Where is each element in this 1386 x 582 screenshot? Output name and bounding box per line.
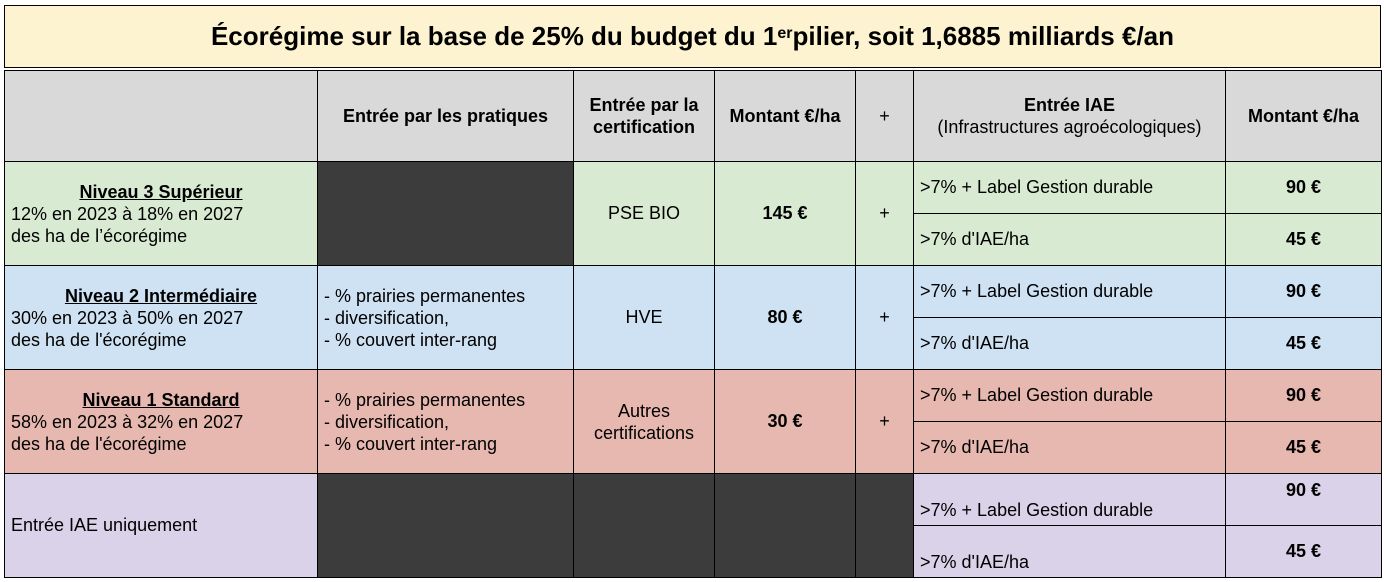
empty-cell [317, 161, 574, 266]
empty-cell [573, 473, 715, 578]
level-desc: des ha de l'écorégime [11, 329, 187, 350]
level-desc: des ha de l’écorégime [11, 225, 188, 246]
table-row-level-1-sub: >7% d'IAE/ha 45 € [5, 421, 1382, 474]
level-desc: des ha de l'écorégime [11, 433, 187, 454]
table-row-iae-only: Entrée IAE uniquement >7% + Label Gestio… [4, 473, 1382, 578]
level-name: Niveau 1 Standard [82, 389, 240, 410]
iae-option-cell: >7% d'IAE/ha [913, 317, 1226, 370]
plus-cell: + [855, 265, 914, 370]
pratique-item: - % couvert inter-rang [324, 433, 498, 454]
montant-cell: 145 € [714, 161, 856, 266]
iae-option-cell: >7% + Label Gestion durable [913, 265, 1226, 318]
pratique-item: - % prairies permanentes [324, 285, 526, 306]
certification-cell: Autres certifications [573, 369, 715, 474]
level-name: Niveau 3 Supérieur [79, 181, 243, 202]
title-superscript: er [777, 24, 793, 42]
iae-amount-cell: 90 € [1225, 369, 1382, 422]
table-row-level-1: Niveau 1 Standard 58% en 2023 à 32% en 2… [4, 369, 1382, 474]
iae-amount-cell: 90 € [1225, 473, 1382, 526]
montant-cell: 80 € [714, 265, 856, 370]
header-iae-title: Entrée IAE [1023, 95, 1116, 115]
iae-option-cell: >7% d'IAE/ha [913, 525, 1226, 578]
pratique-item: - % couvert inter-rang [324, 329, 498, 350]
iae-amount-cell: 45 € [1225, 421, 1382, 474]
header-montant-2: Montant €/ha [1225, 70, 1382, 162]
iae-amount-cell: 45 € [1225, 317, 1382, 370]
pratique-item: - % prairies permanentes [324, 389, 526, 410]
header-certification: Entrée par la certification [573, 70, 715, 162]
ecoregime-table: Entrée par les pratiques Entrée par la c… [4, 70, 1382, 578]
pratique-item: - diversification, [324, 411, 450, 432]
level-cell: Niveau 2 Intermédiaire 30% en 2023 à 50%… [4, 265, 318, 370]
table-row-iae-only-sub: >7% d'IAE/ha 45 € [5, 525, 1382, 578]
certification-cell: HVE [573, 265, 715, 370]
header-level [4, 70, 318, 162]
certification-line: Autres [617, 400, 671, 421]
plus-cell: + [855, 369, 914, 474]
header-iae-subtitle: (Infrastructures agroécologiques) [937, 117, 1202, 137]
level-desc: 12% en 2023 à 18% en 2027 [11, 203, 244, 224]
iae-amount-cell: 45 € [1225, 525, 1382, 578]
level-name: Niveau 2 Intermédiaire [64, 285, 258, 306]
iae-amount-cell: 90 € [1225, 265, 1382, 318]
table-row-level-2-sub: >7% d'IAE/ha 45 € [5, 317, 1382, 370]
empty-cell [317, 473, 574, 578]
empty-cell [714, 473, 856, 578]
table-row-level-3-sub: >7% d'IAE/ha 45 € [5, 213, 1382, 266]
table-title: Écorégime sur la base de 25% du budget d… [4, 5, 1381, 68]
table-row-level-2: Niveau 2 Intermédiaire 30% en 2023 à 50%… [4, 265, 1382, 370]
header-pratiques: Entrée par les pratiques [317, 70, 574, 162]
iae-option-cell: >7% d'IAE/ha [913, 213, 1226, 266]
plus-cell: + [855, 161, 914, 266]
pratiques-cell: - % prairies permanentes - diversificati… [317, 369, 574, 474]
iae-amount-cell: 90 € [1225, 161, 1382, 214]
level-desc: 30% en 2023 à 50% en 2027 [11, 307, 244, 328]
level-cell: Niveau 3 Supérieur 12% en 2023 à 18% en … [4, 161, 318, 266]
header-plus: + [855, 70, 914, 162]
level-cell: Niveau 1 Standard 58% en 2023 à 32% en 2… [4, 369, 318, 474]
header-montant: Montant €/ha [714, 70, 856, 162]
pratique-item: - diversification, [324, 307, 450, 328]
title-prefix: Écorégime sur la base de 25% du budget d… [210, 21, 778, 51]
iae-option-cell: >7% + Label Gestion durable [913, 161, 1226, 214]
pratiques-cell: - % prairies permanentes - diversificati… [317, 265, 574, 370]
level-cell: Entrée IAE uniquement [4, 473, 318, 578]
certification-cell: PSE BIO [573, 161, 715, 266]
header-row: Entrée par les pratiques Entrée par la c… [4, 70, 1382, 162]
iae-option-cell: >7% + Label Gestion durable [913, 369, 1226, 422]
empty-cell [855, 473, 914, 578]
iae-option-cell: >7% + Label Gestion durable [913, 473, 1226, 526]
montant-cell: 30 € [714, 369, 856, 474]
iae-amount-cell: 45 € [1225, 213, 1382, 266]
table-row-level-3: Niveau 3 Supérieur 12% en 2023 à 18% en … [4, 161, 1382, 266]
certification-line: certifications [593, 422, 695, 443]
header-iae: Entrée IAE (Infrastructures agroécologiq… [913, 70, 1226, 162]
level-desc: 58% en 2023 à 32% en 2027 [11, 411, 244, 432]
iae-option-cell: >7% d'IAE/ha [913, 421, 1226, 474]
title-suffix: pilier, soit 1,6885 milliards €/an [792, 21, 1175, 51]
